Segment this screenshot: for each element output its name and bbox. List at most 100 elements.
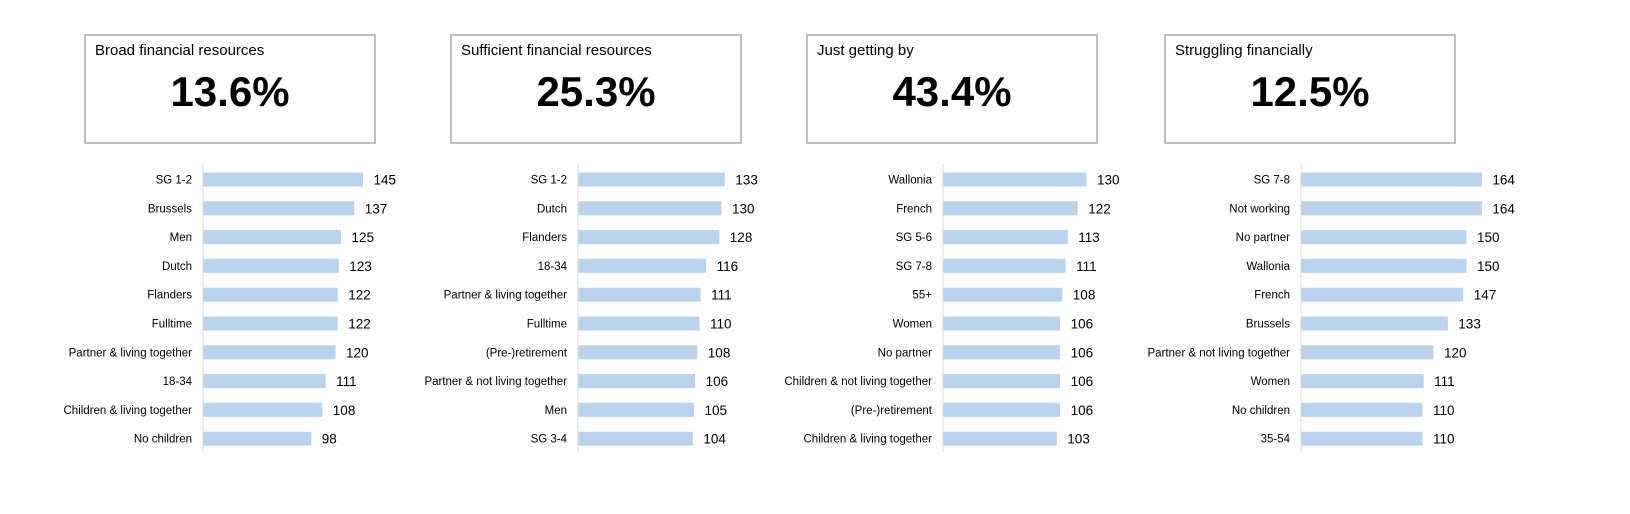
data-label: 110 <box>1433 403 1455 418</box>
bar <box>203 431 312 446</box>
bar <box>578 345 698 360</box>
category-label: Wallonia <box>888 175 932 187</box>
category-label: Fulltime <box>152 319 192 331</box>
kpi-box-getting-by: Just getting by 43.4% <box>806 34 1098 144</box>
data-label: 106 <box>1071 317 1094 332</box>
data-label: 108 <box>333 403 356 418</box>
category-label: Children & not living together <box>784 376 932 388</box>
bar <box>1301 201 1482 216</box>
data-label: 147 <box>1474 288 1497 303</box>
bar <box>578 258 707 273</box>
data-label: 145 <box>374 173 397 188</box>
bar <box>203 201 355 216</box>
category-label: Partner & not living together <box>1147 347 1290 359</box>
category-label: (Pre-)retirement <box>486 347 568 359</box>
kpi-label: Just getting by <box>817 42 914 59</box>
bar <box>578 316 700 331</box>
bar <box>203 258 339 273</box>
kpi-box-sufficient: Sufficient financial resources 25.3% <box>450 34 742 144</box>
kpi-value: 43.4% <box>892 68 1012 115</box>
bar <box>203 230 341 245</box>
data-label: 116 <box>717 259 739 274</box>
category-label: SG 7-8 <box>1254 175 1290 187</box>
data-label: 108 <box>1073 288 1096 303</box>
category-label: No partner <box>878 347 933 359</box>
kpi-value: 13.6% <box>170 68 290 115</box>
bar <box>943 316 1061 331</box>
data-label: 113 <box>1078 230 1100 245</box>
bar <box>943 230 1068 245</box>
bar <box>943 258 1066 273</box>
data-label: 164 <box>1492 173 1515 188</box>
data-label: 137 <box>365 201 388 216</box>
category-label: French <box>896 203 932 215</box>
kpi-value: 12.5% <box>1250 68 1370 115</box>
data-label: 122 <box>348 288 371 303</box>
category-label: (Pre-)retirement <box>851 405 933 417</box>
data-label: 150 <box>1477 230 1500 245</box>
category-label: 55+ <box>912 290 932 302</box>
bar <box>943 345 1061 360</box>
data-label: 98 <box>322 432 337 447</box>
data-label: 106 <box>706 374 729 389</box>
bar <box>578 201 722 216</box>
category-label: Partner & living together <box>69 347 193 359</box>
bar <box>203 172 363 187</box>
category-label: SG 3-4 <box>531 434 568 446</box>
category-label: Women <box>1251 376 1290 388</box>
bar <box>578 287 701 302</box>
kpi-label: Sufficient financial resources <box>461 42 652 59</box>
data-label: 120 <box>1444 345 1467 360</box>
category-label: Not working <box>1229 203 1290 215</box>
data-label: 104 <box>703 432 726 447</box>
bar <box>1301 258 1467 273</box>
data-label: 105 <box>705 403 728 418</box>
bar <box>578 172 725 187</box>
category-label: Wallonia <box>1246 261 1290 273</box>
data-label: 106 <box>1071 345 1094 360</box>
category-label: Flanders <box>147 290 192 302</box>
category-label: Men <box>545 405 567 417</box>
bar <box>203 402 323 417</box>
bar <box>1301 345 1434 360</box>
data-label: 130 <box>732 201 755 216</box>
data-label: 122 <box>1088 201 1111 216</box>
data-label: 103 <box>1067 432 1090 447</box>
category-label: No children <box>1232 405 1290 417</box>
category-label: 18-34 <box>163 376 193 388</box>
bar <box>203 374 326 389</box>
bar <box>1301 287 1464 302</box>
data-label: 111 <box>711 288 732 303</box>
bar <box>943 201 1078 216</box>
bar <box>203 287 338 302</box>
kpi-box-struggling: Struggling financially 12.5% <box>1164 34 1456 144</box>
bar <box>1301 431 1423 446</box>
data-label: 130 <box>1097 173 1120 188</box>
bar <box>203 345 336 360</box>
category-label: Children & living together <box>64 405 193 417</box>
category-label: Women <box>893 319 932 331</box>
category-label: Dutch <box>537 203 567 215</box>
bar <box>943 374 1061 389</box>
category-label: Brussels <box>1246 319 1290 331</box>
category-label: French <box>1254 290 1290 302</box>
bar <box>578 374 696 389</box>
bar-chart-getting-by: Wallonia 130 French 122 SG 5-6 113 SG 7-8 111 55… <box>784 164 1120 452</box>
category-label: SG 1-2 <box>531 175 567 187</box>
data-label: 111 <box>336 374 357 389</box>
bar <box>1301 316 1448 331</box>
category-label: Dutch <box>162 261 192 273</box>
category-label: Partner & living together <box>444 290 568 302</box>
bar-chart-broad: SG 1-2 145 Brussels 137 Men 125 Dutch 123 Flande… <box>64 164 397 452</box>
bar <box>1301 172 1482 187</box>
data-label: 133 <box>1458 317 1481 332</box>
category-label: Partner & not living together <box>424 376 567 388</box>
bar <box>1301 374 1424 389</box>
bar <box>1301 230 1467 245</box>
kpi-label: Broad financial resources <box>95 42 265 59</box>
bar <box>943 431 1057 446</box>
category-label: Fulltime <box>527 319 567 331</box>
data-label: 128 <box>730 230 753 245</box>
data-label: 133 <box>735 173 758 188</box>
bar-chart-struggling: SG 7-8 164 Not working 164 No partner 150 Wall… <box>1147 164 1515 452</box>
